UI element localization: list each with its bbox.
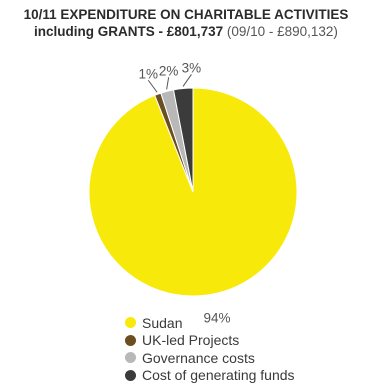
legend-swatch-uk-led-projects bbox=[125, 334, 136, 346]
legend-label-sudan: Sudan bbox=[142, 314, 183, 331]
title-total: including GRANTS - £801,737 bbox=[34, 24, 224, 39]
title-previous-year: (09/10 - £890,132) bbox=[223, 24, 338, 39]
slice-label-uk-led-projects: 1% bbox=[139, 66, 159, 81]
leader-line-cost-of-generating-funds bbox=[182, 74, 192, 87]
slice-label-governance-costs: 2% bbox=[159, 63, 179, 78]
slice-label-sudan: 94% bbox=[203, 311, 230, 326]
legend-label-governance-costs: Governance costs bbox=[142, 349, 255, 366]
legend-item-cost-of-generating-funds: Cost of generating funds bbox=[125, 367, 295, 385]
leader-line-uk-led-projects bbox=[147, 79, 158, 93]
legend-item-uk-led-projects: UK-led Projects bbox=[125, 332, 295, 350]
legend-swatch-governance-costs bbox=[125, 352, 136, 364]
legend-item-sudan: Sudan bbox=[125, 314, 295, 332]
legend: Sudan UK-led Projects Governance costs Cost… bbox=[125, 314, 295, 384]
legend-label-uk-led-projects: UK-led Projects bbox=[142, 332, 240, 349]
legend-swatch-cost-of-generating-funds bbox=[125, 369, 136, 381]
slice-label-cost-of-generating-funds: 3% bbox=[182, 60, 202, 75]
legend-item-governance-costs: Governance costs bbox=[125, 349, 295, 367]
pie-slice-cost-of-generating-funds bbox=[172, 87, 194, 193]
legend-label-cost-of-generating-funds: Cost of generating funds bbox=[142, 367, 295, 384]
title-line-2: including GRANTS - £801,737 (09/10 - £89… bbox=[0, 23, 372, 40]
legend-swatch-sudan bbox=[125, 317, 136, 329]
title-line-1: 10/11 EXPENDITURE ON CHARITABLE ACTIVITI… bbox=[23, 7, 349, 22]
leader-line-governance-costs bbox=[166, 77, 170, 90]
chart-title: 10/11 EXPENDITURE ON CHARITABLE ACTIVITI… bbox=[0, 6, 372, 40]
